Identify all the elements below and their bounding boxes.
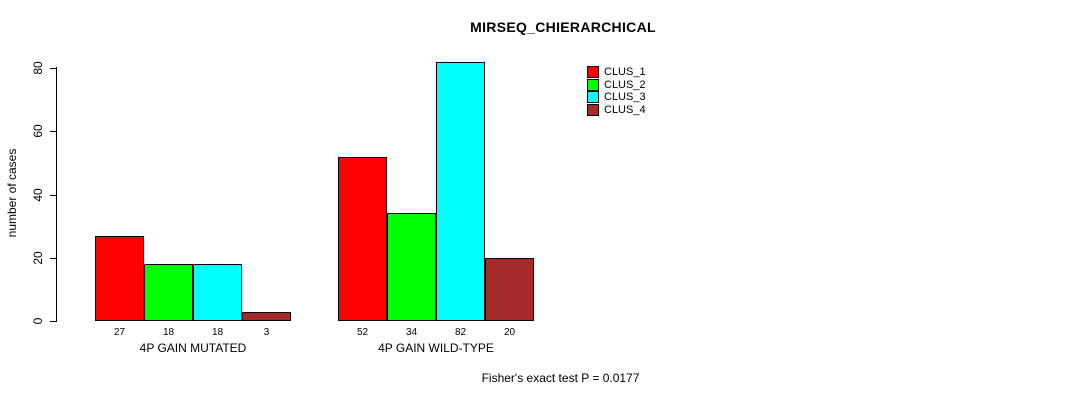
bar-value-label: 18	[162, 327, 175, 338]
legend-label: CLUS_3	[604, 91, 646, 103]
y-axis-line	[56, 67, 57, 322]
bar-clus_4	[485, 258, 534, 321]
bar-value-label: 27	[113, 327, 126, 338]
y-tick-mark	[50, 321, 56, 322]
bar-value-label: 52	[356, 327, 369, 338]
x-group-label: 4P GAIN MUTATED	[139, 341, 247, 355]
y-tick-label: 80	[31, 61, 45, 75]
bar-value-label: 18	[211, 327, 224, 338]
y-tick-label: 40	[31, 188, 45, 202]
bar-clus_3	[436, 62, 485, 321]
legend-swatch-clus_4	[587, 104, 599, 116]
bar-clus_2	[144, 264, 193, 321]
legend-label: CLUS_1	[604, 66, 646, 78]
legend-label: CLUS_4	[604, 104, 646, 116]
y-tick-mark	[50, 131, 56, 132]
bar-value-label: 3	[263, 327, 270, 338]
legend-swatch-clus_1	[587, 66, 599, 78]
legend-label: CLUS_2	[604, 79, 646, 91]
y-tick-mark	[50, 68, 56, 69]
caption-fisher-test: Fisher's exact test P = 0.0177	[481, 371, 640, 385]
bar-clus_2	[387, 213, 436, 321]
bar-clus_1	[338, 157, 387, 321]
y-tick-mark	[50, 258, 56, 259]
y-tick-label: 0	[31, 317, 45, 325]
legend-swatch-clus_2	[587, 79, 599, 91]
chart-title: MIRSEQ_CHIERARCHICAL	[470, 19, 656, 35]
x-group-label: 4P GAIN WILD-TYPE	[378, 341, 494, 355]
bar-value-label: 20	[503, 327, 516, 338]
bar-clus_4	[242, 312, 291, 321]
bar-clus_3	[193, 264, 242, 321]
bar-clus_1	[95, 236, 144, 321]
y-tick-label: 20	[31, 251, 45, 265]
y-axis-label: number of cases	[5, 148, 19, 238]
bar-value-label: 82	[454, 327, 467, 338]
legend-swatch-clus_3	[587, 91, 599, 103]
y-tick-mark	[50, 195, 56, 196]
bar-value-label: 34	[405, 327, 418, 338]
y-tick-label: 60	[31, 124, 45, 138]
